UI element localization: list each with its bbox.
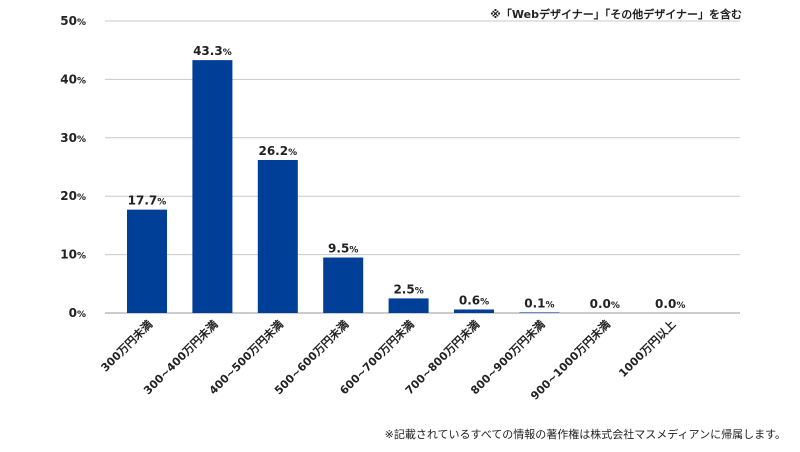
bar-series xyxy=(127,60,560,314)
y-tick-label: 50% xyxy=(60,14,86,28)
data-label: 0.6% xyxy=(459,293,489,307)
x-axis: 300万円未満300~400万円未満400~500万円未満500~600万円未満… xyxy=(98,317,678,402)
data-label: 9.5% xyxy=(328,242,358,256)
data-labels: 17.7% 43.3% 26.2% 9.5% 2.5% 0.6% 0.1% 0.0% 0.0% xyxy=(128,44,686,311)
bar xyxy=(192,60,233,314)
chart-note-top: ※「Webデザイナー」「その他デザイナー」を含む xyxy=(490,8,742,21)
bar xyxy=(257,159,298,313)
copyright-note: ※記載されているすべての情報の著作権は株式会社マスメディアンに帰属します。 xyxy=(384,428,786,441)
bar xyxy=(519,312,560,313)
y-axis: 0% 10% 20% 30% 40% 50% xyxy=(60,14,86,320)
y-tick-label: 40% xyxy=(60,72,86,86)
bar xyxy=(454,309,494,313)
y-tick-label: 10% xyxy=(60,248,86,262)
data-label: 0.1% xyxy=(524,296,554,310)
y-tick-label: 0% xyxy=(69,306,86,320)
data-label: 17.7% xyxy=(128,194,167,208)
x-tick-label: 300万円未満 xyxy=(98,317,155,374)
data-label: 2.5% xyxy=(393,282,423,296)
bar xyxy=(323,257,364,313)
y-tick-label: 20% xyxy=(60,189,86,203)
data-label: 0.0% xyxy=(655,297,685,311)
x-tick-label: 1000万円以上 xyxy=(616,317,679,380)
data-label: 26.2% xyxy=(258,144,297,158)
y-tick-label: 30% xyxy=(60,131,86,145)
data-label: 43.3% xyxy=(193,44,232,58)
data-label: 0.0% xyxy=(590,297,620,311)
bar xyxy=(127,209,167,313)
bar xyxy=(388,298,429,313)
